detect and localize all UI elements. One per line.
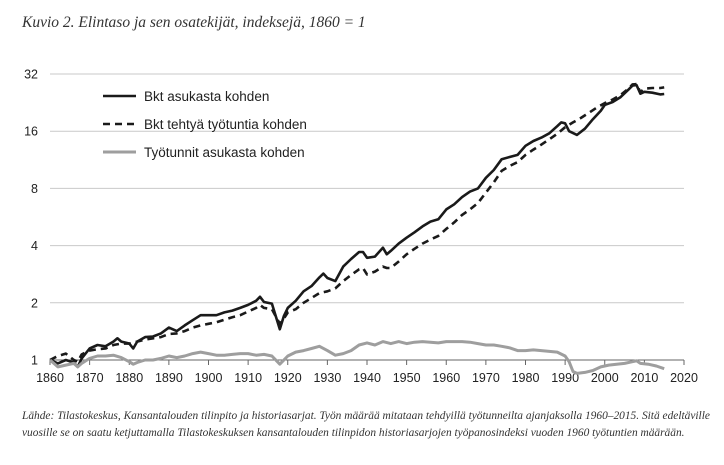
series-line-3	[49, 340, 665, 375]
chart-axes: 1 2 4 8 16 32 1860 1870 1880 1890 1900 1910 1920 1930…	[24, 68, 698, 386]
x-tick-label-1960: 1960	[432, 371, 460, 385]
x-tick-label-2020: 2020	[670, 371, 698, 385]
x-tick-label-2000: 2000	[591, 371, 619, 385]
x-tick-label-2010: 2010	[630, 371, 658, 385]
legend-label-1: Bkt asukasta kohden	[144, 89, 269, 104]
y-tick-label-2: 2	[31, 296, 38, 310]
y-tick-label-1: 1	[31, 354, 38, 368]
legend-label-2: Bkt tehtyä työtuntia kohden	[144, 117, 307, 132]
series-lines	[49, 82, 665, 375]
figure-caption: Kuvio 2. Elintaso ja sen osatekijät, ind…	[22, 14, 366, 31]
x-tick-label-1980: 1980	[512, 371, 540, 385]
y-tick-label-8: 8	[31, 182, 38, 196]
x-tick-label-1890: 1890	[155, 371, 183, 385]
x-tick-label-1930: 1930	[313, 371, 341, 385]
y-tick-label-32: 32	[24, 68, 38, 82]
line-chart: 1 2 4 8 16 32 1860 1870 1880 1890 1900 1910 1920 1930…	[24, 68, 698, 386]
series-line-1	[49, 83, 665, 369]
y-tick-label-16: 16	[24, 125, 38, 139]
x-tick-label-1940: 1940	[353, 371, 381, 385]
x-tick-label-1950: 1950	[393, 371, 421, 385]
chart-legend: Bkt asukasta kohden Bkt tehtyä työtuntia …	[103, 89, 307, 160]
x-tick-label-1870: 1870	[76, 371, 104, 385]
y-tick-label-4: 4	[31, 239, 38, 253]
x-tick-label-1900: 1900	[195, 371, 223, 385]
x-tick-label-1970: 1970	[472, 371, 500, 385]
x-tick-label-1920: 1920	[274, 371, 302, 385]
x-tick-label-1990: 1990	[551, 371, 579, 385]
x-tick-label-1860: 1860	[36, 371, 64, 385]
legend-label-3: Työtunnit asukasta kohden	[144, 145, 305, 160]
series-line-2	[49, 82, 665, 363]
x-tick-label-1880: 1880	[115, 371, 143, 385]
source-note: Lähde: Tilastokeskus, Kansantalouden til…	[22, 410, 710, 439]
x-tick-label-1910: 1910	[234, 371, 262, 385]
